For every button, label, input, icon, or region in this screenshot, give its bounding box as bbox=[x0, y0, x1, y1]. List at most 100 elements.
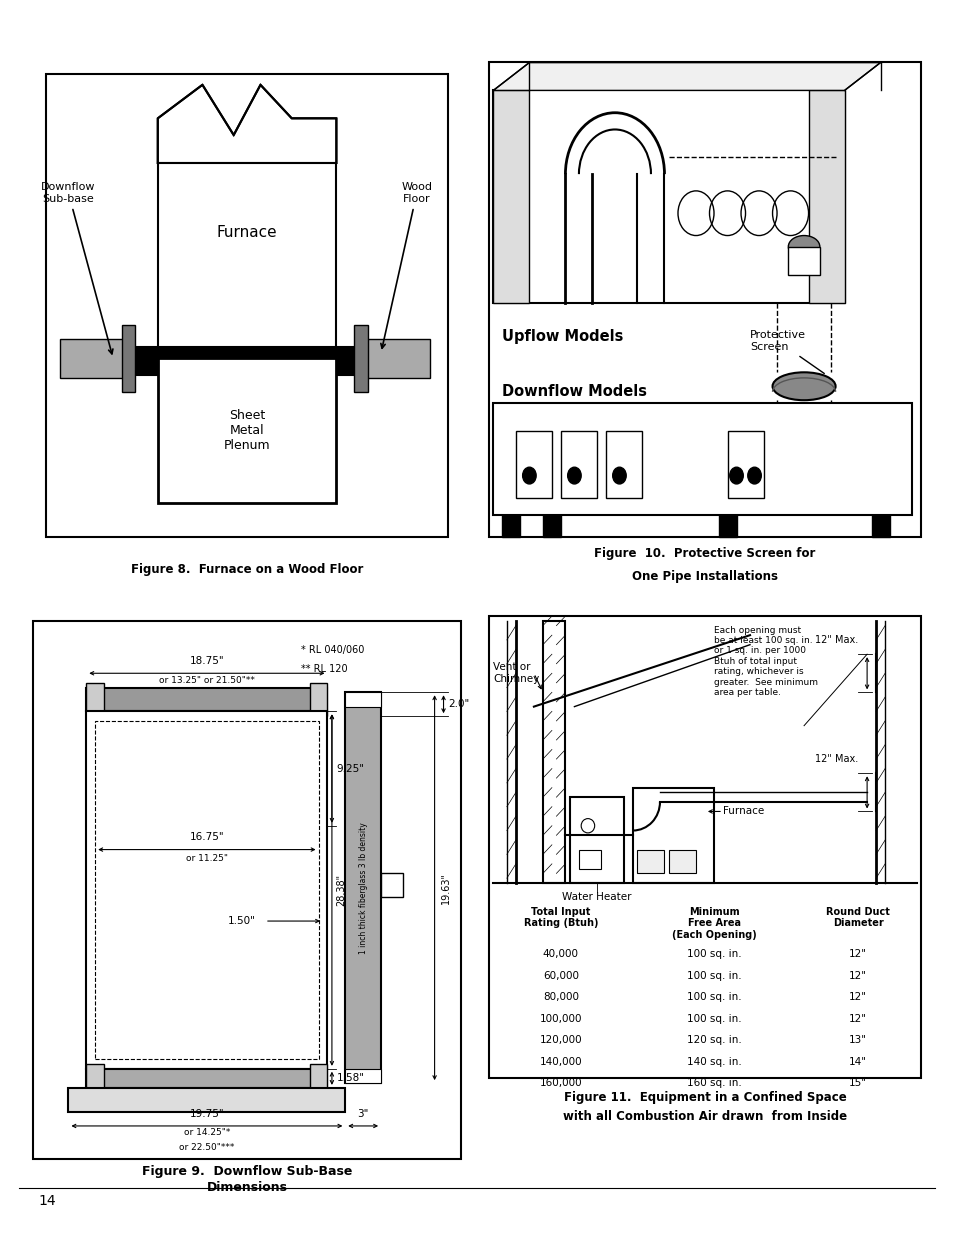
Text: 1 inch thick fiberglass 3 lb density: 1 inch thick fiberglass 3 lb density bbox=[358, 821, 367, 953]
Text: 12" Max.: 12" Max. bbox=[814, 753, 857, 763]
Text: 12": 12" bbox=[848, 992, 866, 1003]
Text: 18.75": 18.75" bbox=[190, 656, 224, 666]
Bar bbox=[131, 347, 363, 375]
Text: 13": 13" bbox=[848, 1035, 866, 1045]
Bar bbox=[310, 683, 327, 716]
Bar bbox=[380, 873, 403, 897]
Text: or 13.25" or 21.50"**: or 13.25" or 21.50"** bbox=[159, 676, 254, 684]
Text: Sheet
Metal
Plenum: Sheet Metal Plenum bbox=[224, 410, 270, 452]
Bar bbox=[345, 1068, 380, 1083]
Polygon shape bbox=[493, 63, 880, 90]
Text: 60,000: 60,000 bbox=[542, 971, 578, 981]
Bar bbox=[578, 850, 600, 868]
Text: 15": 15" bbox=[848, 1078, 866, 1088]
Text: 14": 14" bbox=[848, 1057, 866, 1067]
Text: with all Combustion Air drawn  from Inside: with all Combustion Air drawn from Insid… bbox=[562, 1110, 846, 1123]
Text: Figure 11.  Equipment in a Confined Space: Figure 11. Equipment in a Confined Space bbox=[563, 1091, 845, 1104]
Bar bbox=[871, 655, 889, 693]
Text: 120,000: 120,000 bbox=[539, 1035, 581, 1045]
Text: 12": 12" bbox=[848, 971, 866, 981]
Circle shape bbox=[567, 467, 580, 484]
Bar bbox=[87, 688, 327, 711]
Text: 12" Max.: 12" Max. bbox=[814, 635, 857, 645]
Text: Figure 8.  Furnace on a Wood Floor: Figure 8. Furnace on a Wood Floor bbox=[131, 563, 363, 576]
Text: 16.75": 16.75" bbox=[190, 832, 224, 842]
Bar bbox=[493, 90, 529, 303]
Text: or 14.25"*: or 14.25"* bbox=[184, 1129, 230, 1137]
Bar bbox=[808, 90, 843, 303]
Text: Figure 9.  Downflow Sub-Base: Figure 9. Downflow Sub-Base bbox=[142, 1165, 352, 1178]
Circle shape bbox=[729, 467, 742, 484]
Text: 3": 3" bbox=[357, 1109, 369, 1119]
Bar bbox=[718, 515, 736, 537]
Bar bbox=[488, 63, 921, 537]
Bar bbox=[560, 431, 597, 498]
Bar bbox=[69, 1088, 345, 1112]
Text: 100 sq. in.: 100 sq. in. bbox=[686, 992, 740, 1003]
Text: 19.63": 19.63" bbox=[441, 872, 451, 904]
Bar bbox=[569, 797, 623, 883]
Text: or 11.25": or 11.25" bbox=[186, 855, 228, 863]
Text: 14: 14 bbox=[38, 1194, 55, 1208]
Text: Dimensions: Dimensions bbox=[207, 1182, 287, 1194]
Text: 12": 12" bbox=[848, 1014, 866, 1024]
Text: 140,000: 140,000 bbox=[539, 1057, 581, 1067]
Bar bbox=[354, 325, 367, 391]
Bar bbox=[46, 74, 448, 537]
Text: 120 sq. in.: 120 sq. in. bbox=[686, 1035, 740, 1045]
Text: Water Heater: Water Heater bbox=[561, 893, 631, 903]
Text: 100,000: 100,000 bbox=[539, 1014, 581, 1024]
Text: 1.58": 1.58" bbox=[336, 1073, 364, 1083]
Text: 28.38": 28.38" bbox=[336, 874, 346, 906]
Text: Furnace: Furnace bbox=[722, 806, 763, 816]
Text: 9.25": 9.25" bbox=[336, 763, 364, 773]
Text: 80,000: 80,000 bbox=[542, 992, 578, 1003]
Text: 160 sq. in.: 160 sq. in. bbox=[686, 1078, 740, 1088]
Circle shape bbox=[522, 467, 536, 484]
Bar bbox=[787, 247, 819, 274]
Bar bbox=[542, 515, 560, 537]
Bar bbox=[345, 693, 380, 1083]
Text: 100 sq. in.: 100 sq. in. bbox=[686, 950, 740, 960]
Text: 100 sq. in.: 100 sq. in. bbox=[686, 1014, 740, 1024]
Text: 160,000: 160,000 bbox=[539, 1078, 581, 1088]
Text: 40,000: 40,000 bbox=[542, 950, 578, 960]
Text: Downflow
Sub-base: Downflow Sub-base bbox=[41, 183, 112, 354]
Ellipse shape bbox=[772, 372, 835, 400]
Text: or 22.50"***: or 22.50"*** bbox=[179, 1142, 234, 1151]
Bar bbox=[310, 1065, 327, 1093]
Bar bbox=[516, 431, 552, 498]
Text: Downflow Models: Downflow Models bbox=[502, 384, 647, 399]
Bar bbox=[871, 773, 889, 811]
Circle shape bbox=[747, 467, 760, 484]
Bar bbox=[59, 338, 131, 378]
Text: One Pipe Installations: One Pipe Installations bbox=[631, 569, 778, 583]
Text: Total Input
Rating (Btuh): Total Input Rating (Btuh) bbox=[523, 906, 598, 929]
Polygon shape bbox=[157, 85, 336, 163]
Bar bbox=[95, 721, 318, 1060]
Bar bbox=[358, 338, 430, 378]
Text: 140 sq. in.: 140 sq. in. bbox=[686, 1057, 740, 1067]
Circle shape bbox=[612, 467, 625, 484]
Bar bbox=[632, 788, 713, 883]
Text: Upflow Models: Upflow Models bbox=[502, 329, 623, 343]
Text: 2.0": 2.0" bbox=[448, 699, 469, 709]
Bar bbox=[488, 616, 921, 1078]
Bar bbox=[493, 90, 843, 303]
Bar bbox=[345, 693, 380, 706]
Bar bbox=[87, 711, 327, 1068]
Text: ** RL 120: ** RL 120 bbox=[300, 663, 347, 674]
Bar bbox=[605, 431, 641, 498]
Bar bbox=[493, 403, 911, 515]
Bar bbox=[637, 850, 664, 873]
Bar bbox=[542, 621, 565, 883]
Text: Vent or
Chimney: Vent or Chimney bbox=[493, 662, 539, 684]
Bar bbox=[668, 850, 696, 873]
Text: 12": 12" bbox=[848, 950, 866, 960]
Text: 100 sq. in.: 100 sq. in. bbox=[686, 971, 740, 981]
Bar bbox=[871, 515, 889, 537]
Bar bbox=[122, 325, 135, 391]
Text: Protective
Screen: Protective Screen bbox=[749, 331, 823, 373]
Text: Wood
Floor: Wood Floor bbox=[380, 183, 432, 348]
Text: Round Duct
Diameter: Round Duct Diameter bbox=[825, 906, 889, 929]
